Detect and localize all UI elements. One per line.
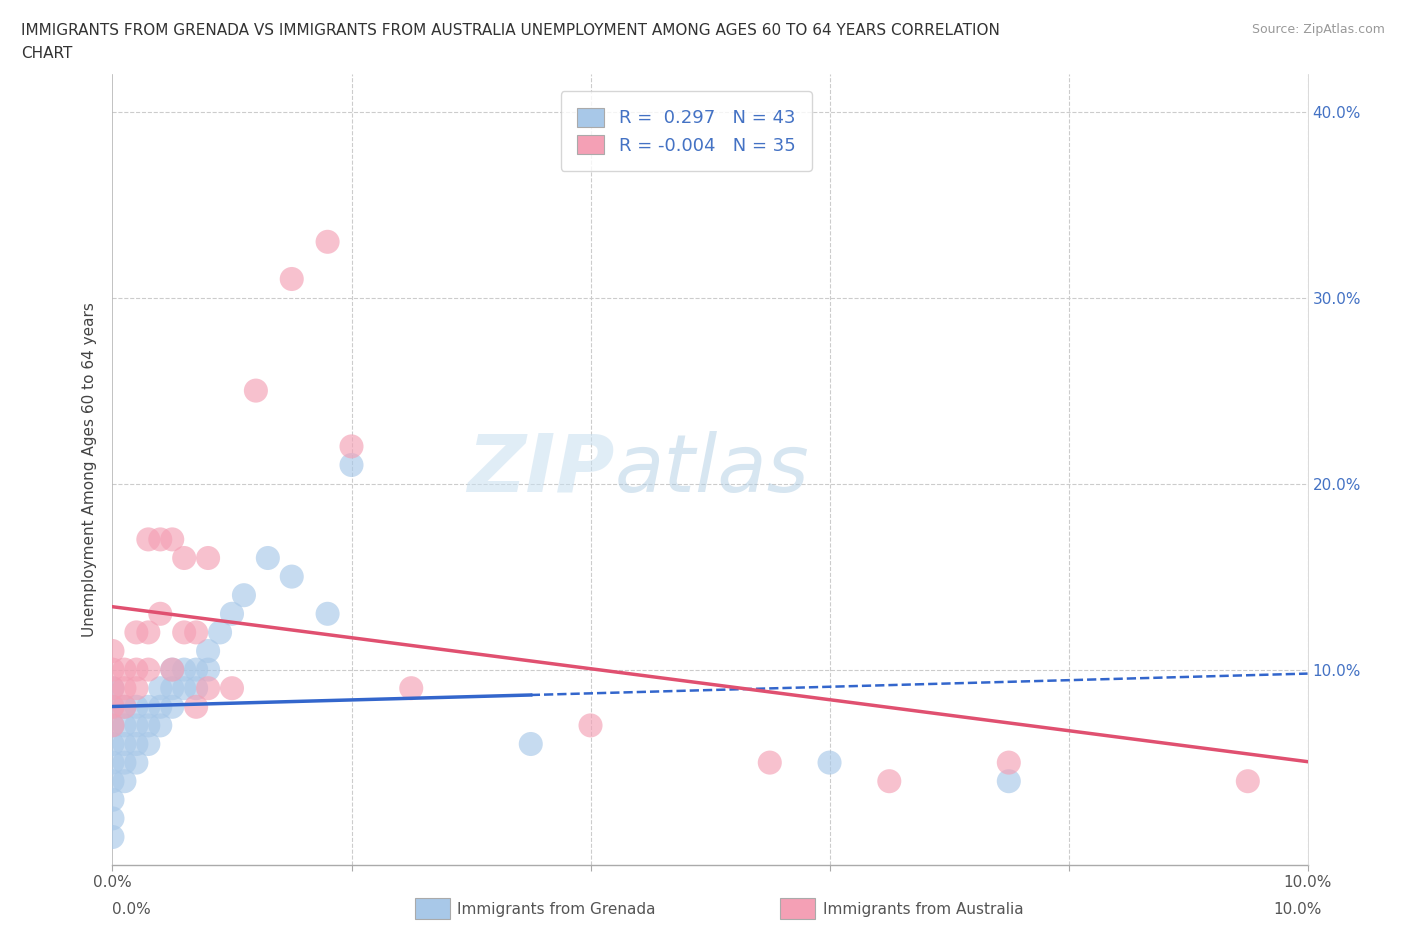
Point <box>125 755 148 770</box>
Point <box>197 644 219 658</box>
Text: Immigrants from Australia: Immigrants from Australia <box>823 902 1024 917</box>
Point <box>520 737 543 751</box>
Point <box>197 551 219 565</box>
Point <box>173 681 195 696</box>
Point <box>173 551 195 565</box>
Point <box>162 699 183 714</box>
Point <box>149 606 172 621</box>
Point <box>316 234 339 249</box>
Point <box>579 718 602 733</box>
Point <box>125 625 148 640</box>
Point <box>138 737 160 751</box>
Point <box>114 662 135 677</box>
Y-axis label: Unemployment Among Ages 60 to 64 years: Unemployment Among Ages 60 to 64 years <box>82 302 97 637</box>
Point <box>101 774 124 789</box>
Point <box>257 551 280 565</box>
Point <box>401 681 423 696</box>
Point <box>114 699 135 714</box>
Point <box>101 755 124 770</box>
Point <box>125 718 148 733</box>
Point <box>101 792 124 807</box>
Point <box>998 755 1021 770</box>
Point <box>316 606 339 621</box>
Point <box>162 662 183 677</box>
Text: CHART: CHART <box>21 46 73 61</box>
Point <box>162 532 183 547</box>
Point <box>162 681 183 696</box>
Point <box>114 718 135 733</box>
Point <box>245 383 267 398</box>
Point <box>101 718 124 733</box>
Point <box>101 737 124 751</box>
Text: IMMIGRANTS FROM GRENADA VS IMMIGRANTS FROM AUSTRALIA UNEMPLOYMENT AMONG AGES 60 : IMMIGRANTS FROM GRENADA VS IMMIGRANTS FR… <box>21 23 1000 38</box>
Point <box>233 588 256 603</box>
Point <box>138 718 160 733</box>
Point <box>125 662 148 677</box>
Point <box>101 681 124 696</box>
Text: ZIP: ZIP <box>467 431 614 509</box>
Point <box>138 625 160 640</box>
Point <box>818 755 841 770</box>
Point <box>340 458 363 472</box>
Point <box>281 569 304 584</box>
Point <box>281 272 304 286</box>
Point <box>125 681 148 696</box>
Point <box>114 737 135 751</box>
Point <box>186 625 208 640</box>
Point <box>998 774 1021 789</box>
Point <box>186 699 208 714</box>
Text: Source: ZipAtlas.com: Source: ZipAtlas.com <box>1251 23 1385 36</box>
Point <box>209 625 232 640</box>
Point <box>173 662 195 677</box>
Point <box>138 532 160 547</box>
Point <box>101 718 124 733</box>
Point <box>101 644 124 658</box>
Legend: R =  0.297   N = 43, R = -0.004   N = 35: R = 0.297 N = 43, R = -0.004 N = 35 <box>561 91 811 171</box>
Point <box>149 699 172 714</box>
Point <box>149 532 172 547</box>
Point <box>197 662 219 677</box>
Point <box>879 774 901 789</box>
Point <box>101 662 124 677</box>
Text: 0.0%: 0.0% <box>112 902 152 917</box>
Point <box>101 681 124 696</box>
Point <box>138 699 160 714</box>
Point <box>101 811 124 826</box>
Point <box>125 737 148 751</box>
Point <box>101 830 124 844</box>
Point <box>125 699 148 714</box>
Point <box>101 699 124 714</box>
Text: Immigrants from Grenada: Immigrants from Grenada <box>457 902 655 917</box>
Point <box>186 662 208 677</box>
Point <box>1237 774 1260 789</box>
Point <box>114 774 135 789</box>
Point <box>221 606 243 621</box>
Point <box>149 681 172 696</box>
Point <box>114 681 135 696</box>
Point <box>162 662 183 677</box>
Point <box>138 662 160 677</box>
Text: 10.0%: 10.0% <box>1274 902 1322 917</box>
Point <box>114 755 135 770</box>
Point <box>197 681 219 696</box>
Point <box>221 681 243 696</box>
Text: atlas: atlas <box>614 431 810 509</box>
Point <box>149 718 172 733</box>
Point <box>340 439 363 454</box>
Point <box>114 699 135 714</box>
Point <box>759 755 782 770</box>
Point <box>173 625 195 640</box>
Point <box>186 681 208 696</box>
Point <box>101 699 124 714</box>
